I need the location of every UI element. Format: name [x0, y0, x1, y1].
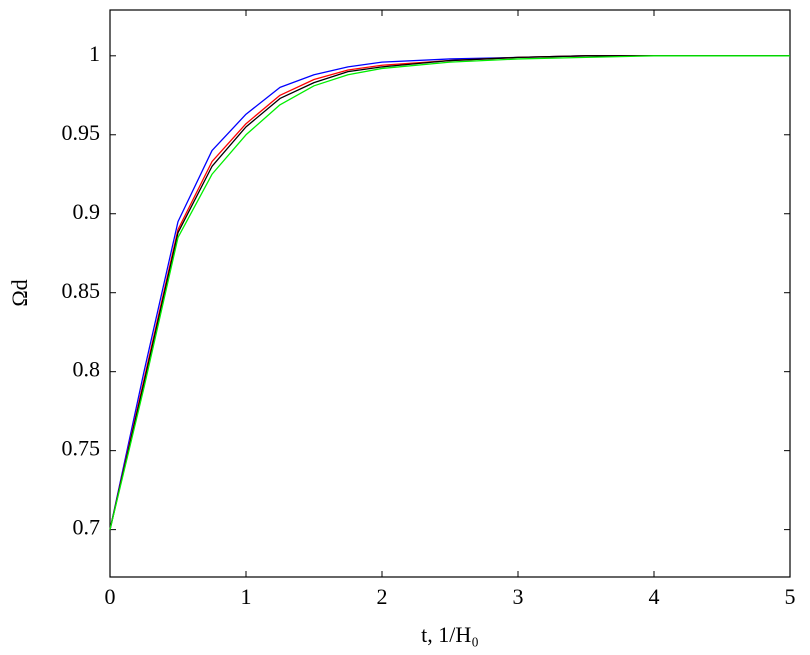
x-tick-label: 1 — [241, 584, 252, 609]
x-tick-label: 2 — [377, 584, 388, 609]
series-line — [109, 55, 790, 530]
y-tick-label: 0.75 — [62, 436, 101, 461]
y-tick-label: 0.85 — [62, 278, 101, 303]
series-line — [109, 55, 790, 530]
x-tick-label: 0 — [105, 584, 116, 609]
y-tick-label: 0.95 — [62, 120, 101, 145]
series-line — [109, 55, 790, 530]
x-tick-label: 4 — [649, 584, 660, 609]
y-tick-label: 0.9 — [73, 199, 101, 224]
y-tick-label: 0.7 — [73, 515, 101, 540]
y-tick-label: 0.8 — [73, 357, 101, 382]
series-line — [109, 55, 790, 530]
plot-frame — [109, 9, 791, 578]
x-axis-label: t, 1/H₀ — [421, 622, 479, 647]
x-tick-label: 5 — [785, 584, 796, 609]
y-tick-label: 1 — [89, 41, 100, 66]
y-axis-label: Ωd — [7, 279, 32, 306]
x-tick-label: 3 — [513, 584, 524, 609]
